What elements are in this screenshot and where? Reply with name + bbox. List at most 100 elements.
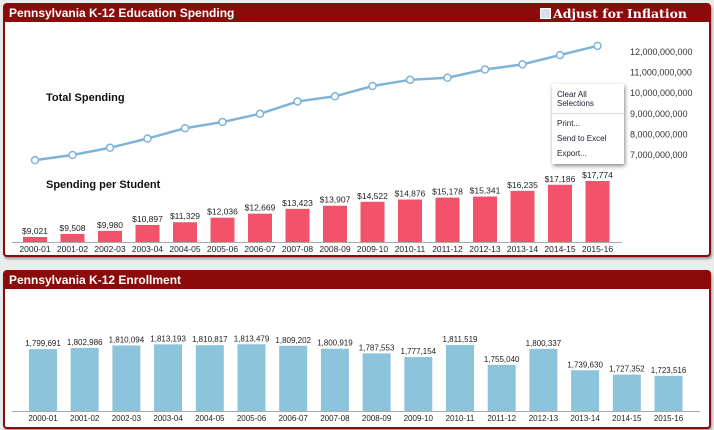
bar-data-label: $13,907 (320, 195, 351, 205)
enrollment-bar (70, 347, 99, 411)
context-menu: Clear All Selections Print... Send to Ex… (552, 84, 624, 164)
bar-data-label: $13,423 (282, 198, 313, 208)
x-tick-label: 2010-11 (395, 244, 426, 254)
x-tick-label: 2009-10 (357, 244, 388, 254)
x-tick-label: 2012-13 (469, 244, 500, 254)
enrollment-bar (320, 348, 349, 411)
x-tick-label: 2005-06 (237, 414, 267, 423)
x-tick-label: 2014-15 (544, 244, 575, 254)
enrollment-bar (112, 345, 141, 411)
spending-bar (398, 199, 422, 242)
y-tick-label: 11,000,000,000 (630, 68, 692, 78)
y-tick-label: 12,000,000,000 (630, 47, 693, 57)
line-point (218, 117, 227, 127)
y-tick-label: 10,000,000,000 (630, 88, 693, 98)
line-point (405, 75, 415, 85)
spending-bar (173, 222, 197, 242)
bar-data-label: 1,777,154 (401, 347, 437, 356)
x-tick-label: 2012-13 (529, 414, 559, 423)
bar-data-label: $16,235 (507, 180, 538, 190)
x-tick-label: 2013-14 (570, 414, 600, 423)
adjust-inflation-toggle[interactable]: Adjust for Inflation (540, 5, 687, 22)
enrollment-bar (195, 345, 224, 411)
bar-data-label: 1,810,817 (192, 335, 228, 344)
bar-data-label: 1,727,352 (609, 365, 645, 374)
menu-clear-all-selections[interactable]: Clear All Selections (552, 87, 624, 114)
bar-data-label: $15,341 (470, 186, 501, 196)
spending-bar (435, 197, 460, 242)
x-tick-label: 2006-07 (279, 414, 309, 423)
spending-bar (548, 184, 572, 242)
x-tick-label: 2002-03 (94, 244, 125, 254)
spending-title: Pennsylvania K-12 Education Spending (9, 6, 235, 20)
x-tick-label: 2002-03 (112, 414, 142, 423)
menu-export[interactable]: Export... (557, 149, 587, 158)
enrollment-bar (446, 344, 474, 411)
x-tick-label: 2010-11 (446, 414, 475, 423)
spending-bar (510, 190, 535, 242)
enrollment-bar (654, 375, 683, 411)
x-tick-label: 2007-08 (282, 244, 313, 254)
line-point (68, 150, 77, 160)
bar-data-label: $10,897 (132, 214, 163, 224)
spending-bar (23, 237, 47, 242)
x-tick-label: 2003-04 (153, 414, 183, 423)
x-tick-label: 2007-08 (320, 414, 350, 423)
checkbox-icon[interactable] (540, 8, 552, 19)
enrollment-bar (612, 374, 641, 411)
bar-data-label: $12,036 (207, 207, 238, 217)
x-tick-label: 2008-09 (319, 244, 350, 254)
spending-bar (135, 225, 160, 242)
x-tick-label: 2013-14 (507, 244, 538, 254)
bar-data-label: 1,800,919 (317, 339, 353, 348)
line-point (555, 50, 565, 60)
y-tick-label: 9,000,000,000 (630, 109, 688, 119)
line-point (105, 143, 115, 153)
bar-data-label: 1,802,986 (67, 338, 103, 347)
spending-bar (98, 230, 122, 242)
bar-data-label: 1,809,202 (275, 336, 311, 345)
menu-send-to-excel[interactable]: Send to Excel (557, 134, 607, 143)
menu-print[interactable]: Print... (557, 119, 581, 128)
x-tick-label: 2015-16 (582, 244, 613, 254)
bar-data-label: $17,774 (582, 170, 613, 180)
line-point (255, 109, 265, 119)
bar-data-label: $11,329 (170, 211, 200, 221)
enrollment-title: Pennsylvania K-12 Enrollment (9, 273, 182, 287)
x-tick-label: 2001-02 (70, 414, 100, 423)
line-point (180, 123, 190, 133)
bar-data-label: 1,755,040 (484, 355, 520, 364)
x-tick-label: 2003-04 (132, 244, 163, 254)
spending-bar (585, 181, 610, 242)
spending-panel-header: Pennsylvania K-12 Education Spending Adj… (5, 5, 709, 22)
enrollment-bar (279, 345, 308, 411)
line-point (368, 81, 377, 91)
spending-bar (323, 205, 347, 242)
x-tick-label: 2004-05 (195, 414, 225, 423)
spending-bar (210, 217, 235, 242)
series-label-spending-per-student: Spending per Student (46, 179, 161, 191)
enrollment-panel-header: Pennsylvania K-12 Enrollment (5, 272, 709, 289)
total-spending-line (34, 44, 598, 162)
line-point (293, 97, 302, 106)
bar-data-label: $9,508 (60, 223, 86, 233)
enrollment-bar (237, 344, 266, 411)
x-tick-label: 2014-15 (612, 414, 642, 423)
bar-data-label: $9,021 (22, 226, 48, 236)
enrollment-bar (29, 349, 57, 411)
spending-bar (360, 201, 385, 242)
enrollment-bar (487, 364, 516, 411)
x-tick-label: 2015-16 (654, 414, 684, 423)
bar-data-label: 1,723,516 (651, 366, 687, 375)
bar-data-label: $17,186 (545, 174, 576, 184)
x-tick-label: 2008-09 (362, 414, 392, 423)
bar-data-label: $14,876 (395, 189, 426, 199)
bar-data-label: 1,813,479 (234, 334, 270, 343)
bar-data-label: 1,787,553 (359, 343, 395, 352)
enrollment-bar (154, 344, 183, 411)
line-point (443, 73, 452, 82)
bar-data-label: $12,669 (245, 203, 276, 213)
line-point (30, 155, 40, 165)
bar-data-label: 1,739,630 (567, 360, 603, 369)
spending-bar (60, 233, 85, 242)
